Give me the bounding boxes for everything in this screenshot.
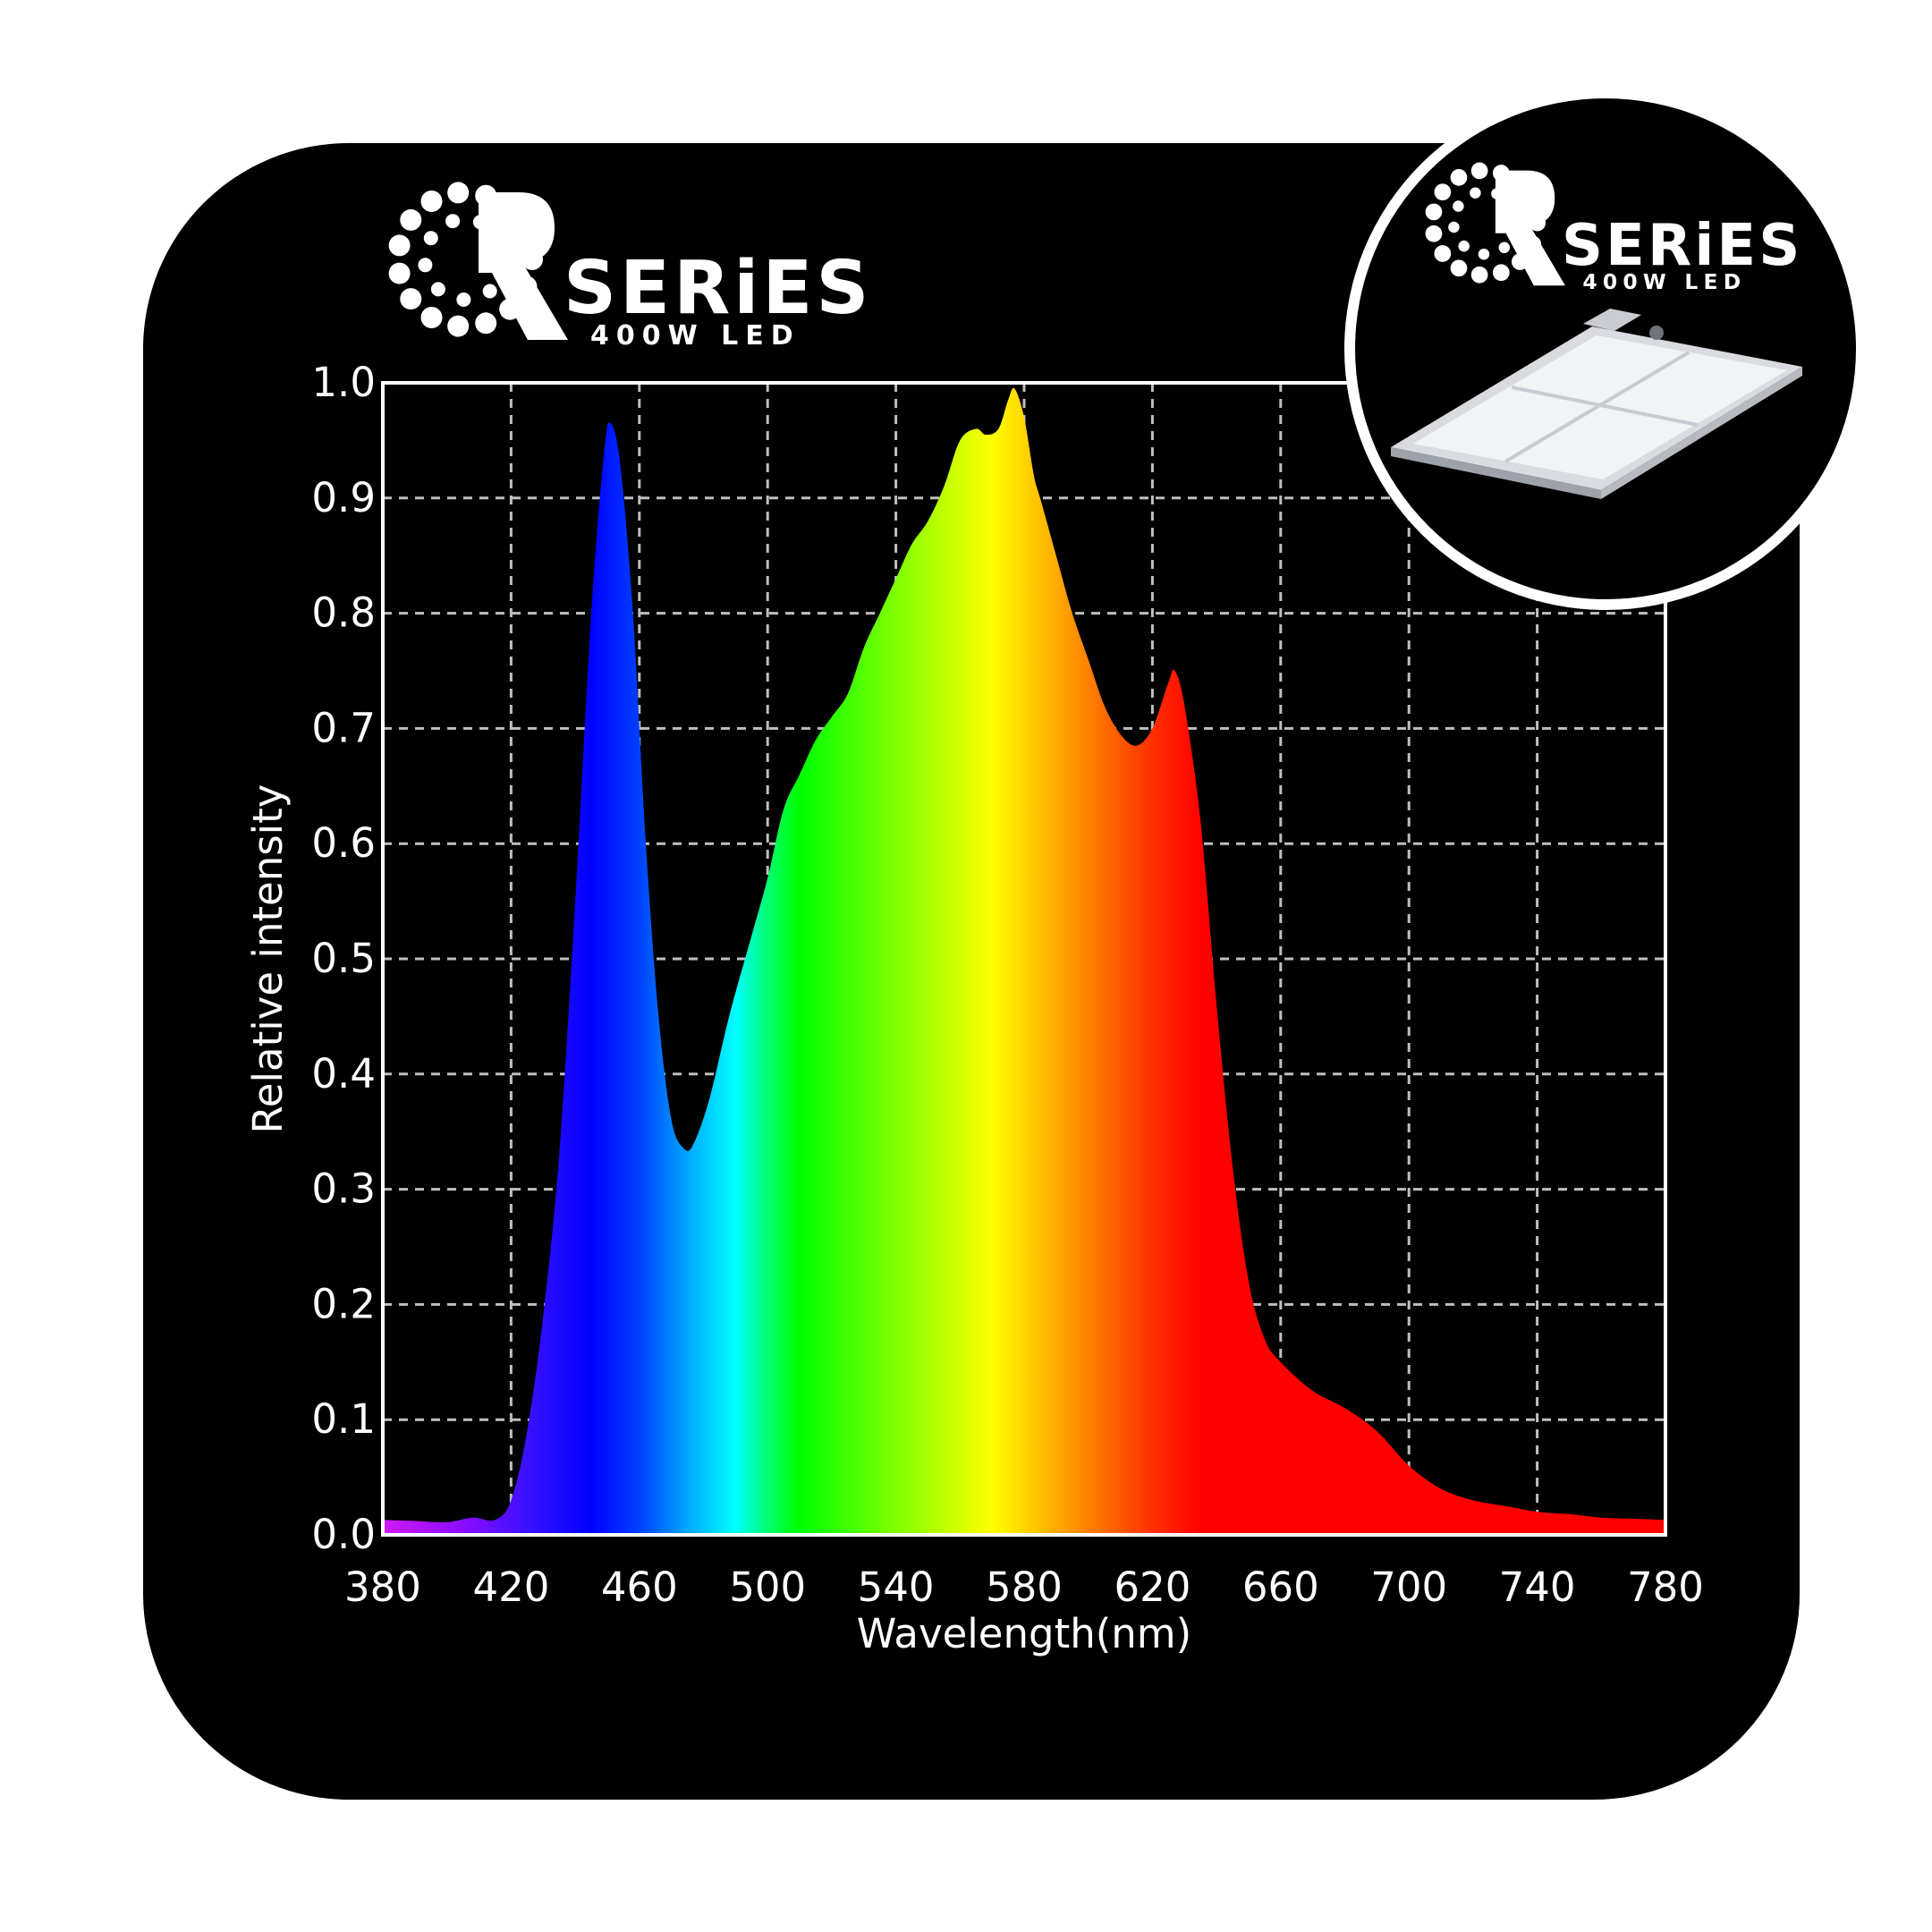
product-inset: SERiES 400W LED (1344, 88, 1867, 610)
y-tick-label: 0.1 (311, 1395, 376, 1443)
inset-brand-series-word: SERiES (1562, 213, 1802, 279)
y-tick-label: 0.5 (311, 935, 376, 982)
x-tick-label: 580 (986, 1563, 1063, 1611)
y-tick-label: 0.0 (311, 1511, 376, 1558)
x-tick-label: 500 (729, 1563, 806, 1611)
y-tick-label: 0.4 (311, 1050, 376, 1097)
x-tick-label: 620 (1114, 1563, 1191, 1611)
inset-brand-subtitle: 400W LED (1582, 269, 1746, 294)
spectrum-area (383, 387, 1665, 1535)
x-tick-label: 420 (472, 1563, 549, 1611)
x-tick-label: 780 (1627, 1563, 1704, 1611)
brand-subtitle: 400W LED (590, 320, 801, 352)
x-tick-label: 380 (344, 1563, 421, 1611)
y-axis-title: Relative intensity (244, 784, 292, 1134)
x-axis-title: Wavelength(nm) (857, 1610, 1191, 1657)
x-tick-label: 660 (1242, 1563, 1319, 1611)
inset-brand-logo: SERiES 400W LED (1425, 162, 1802, 294)
x-tick-label: 740 (1499, 1563, 1576, 1611)
brand-series-word: SERiES (564, 246, 872, 331)
y-tick-label: 0.3 (311, 1165, 376, 1213)
brand-logo: SERiES 400W LED (388, 182, 872, 352)
y-tick-label: 0.2 (311, 1280, 376, 1327)
y-tick-label: 0.7 (311, 704, 376, 751)
x-tick-label: 700 (1370, 1563, 1447, 1611)
y-tick-label: 0.9 (311, 474, 376, 521)
x-tick-label: 460 (601, 1563, 678, 1611)
q-dot-logo-icon (1425, 162, 1565, 286)
y-tick-label: 0.6 (311, 819, 376, 867)
q-dot-logo-icon (388, 182, 568, 340)
plot-area: 380 420 460 500 540 580 620 660 700 740 780 0.0 0.1… (244, 359, 1704, 1657)
y-tick-label: 1.0 (311, 359, 376, 406)
led-fixture-icon (1391, 309, 1802, 499)
x-axis-ticks: 380 420 460 500 540 580 620 660 700 740 780 (344, 1563, 1704, 1611)
plot-frame (381, 381, 1667, 1537)
y-tick-label: 0.8 (311, 589, 376, 637)
x-tick-label: 540 (858, 1563, 935, 1611)
y-axis-ticks: 0.0 0.1 0.2 0.3 0.4 0.5 0.6 0.7 0.8 0.9 1.0 (311, 359, 376, 1558)
